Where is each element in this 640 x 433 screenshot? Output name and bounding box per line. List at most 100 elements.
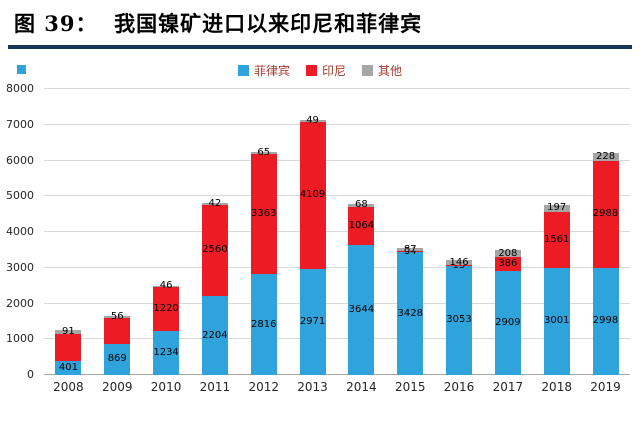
x-axis-label: 2009 (101, 380, 133, 394)
bars: 401 91 869 56 1234 1220 46 2204 2560 42 2816 3363 65… (44, 89, 630, 375)
legend-item-印尼: 印尼 (305, 62, 346, 79)
bar-value-label: 2816 (251, 318, 277, 330)
bar-value-label: 197 (547, 202, 567, 214)
bar-segment-印尼 (397, 251, 424, 253)
y-axis-label: 5000 (6, 189, 34, 203)
bar-segment-印尼 (153, 287, 180, 331)
bar-value-label: 146 (449, 256, 469, 268)
legend-swatch-icon (362, 64, 373, 76)
y-axis-label: 2000 (6, 296, 34, 310)
bar-segment-其他 (543, 204, 570, 212)
bar-value-label: 869 (107, 353, 127, 365)
legend-item-其他: 其他 (362, 62, 402, 79)
bar-segment-其他 (494, 249, 521, 258)
legend-label: 菲律宾 (253, 63, 290, 78)
bar-value-label: 1234 (153, 346, 179, 358)
bar-value-label: 34 (403, 245, 417, 257)
bar-value-label: 42 (208, 197, 222, 209)
bar-value-label: 65 (257, 146, 271, 158)
bar-value-label: 56 (110, 310, 124, 322)
x-axis-label: 2015 (394, 380, 426, 394)
gridline (44, 231, 630, 232)
y-axis-label: 4000 (6, 225, 34, 238)
bar-segment-其他 (397, 248, 424, 252)
bar-segment-菲律宾 (201, 296, 228, 375)
x-axis-label: 2014 (346, 380, 377, 394)
gridline (44, 123, 630, 125)
bar-segment-印尼 (250, 154, 277, 275)
x-axis-label: 2013 (297, 380, 328, 394)
bar-value-label: 2988 (592, 208, 619, 220)
x-axis-label: 2008 (53, 380, 84, 394)
bar-slot-2019: 2998 2988 228 (581, 89, 630, 375)
bar-segment-菲律宾 (397, 252, 424, 375)
gridline (44, 195, 630, 197)
bar-segment-其他 (250, 151, 277, 155)
bar-segment-菲律宾 (592, 267, 619, 375)
bar-segment-其他 (446, 260, 473, 266)
plot-area: 401 91 869 56 1234 1220 46 2204 2560 42 2816 3363 65… (44, 88, 630, 375)
x-axis-label: 2016 (443, 380, 475, 394)
bar-segment-菲律宾 (250, 274, 277, 375)
bar-segment-印尼 (348, 206, 375, 245)
gridlines (44, 88, 630, 375)
bar-segment-其他 (348, 204, 375, 207)
bar-segment-菲律宾 (494, 271, 521, 375)
bar-segment-其他 (299, 120, 326, 122)
bar-segment-菲律宾 (299, 268, 326, 375)
bar-value-label: 2909 (495, 317, 521, 329)
bar-value-label: 2560 (202, 244, 228, 256)
bar-segment-印尼 (55, 333, 82, 361)
bar-value-label: 87 (403, 243, 417, 255)
legend-item-菲律宾: 菲律宾 (237, 62, 290, 79)
bar-slot-2013: 2971 4109 49 (288, 89, 337, 375)
gridline (44, 302, 630, 304)
bar-segment-印尼 (446, 265, 473, 266)
x-axis-label: 2012 (248, 380, 279, 394)
legend-swatch-icon (237, 64, 249, 76)
bar-segment-其他 (592, 152, 619, 162)
bar-segment-印尼 (104, 317, 131, 344)
y-axis-label: 6000 (6, 153, 34, 167)
bar-segment-菲律宾 (104, 343, 131, 375)
bar-value-label: 2204 (202, 329, 228, 341)
bar-value-label: 2971 (299, 315, 326, 327)
plot-region: 0 1000 2000 3000 4000 5000 6000 7000 8000 401 91 8… (0, 82, 630, 381)
bar-value-label: 1561 (543, 233, 570, 245)
y-axis: 0 1000 2000 3000 4000 5000 6000 7000 8000 (0, 82, 40, 381)
bar-value-label: 3001 (543, 315, 570, 327)
bar-value-label: 1220 (153, 303, 179, 315)
x-axis-label: 2018 (541, 380, 572, 394)
title-underline (8, 45, 632, 49)
gridline (44, 88, 630, 89)
bar-value-label: 1064 (348, 219, 375, 231)
bar-value-label: 208 (498, 247, 518, 259)
bar-segment-印尼 (494, 257, 521, 272)
bar-segment-其他 (104, 315, 131, 318)
bar-segment-其他 (201, 203, 228, 205)
x-axis: 2008 2009 2010 2011 2012 2013 2014 2015 2016 2017… (0, 380, 630, 394)
bar-segment-印尼 (592, 161, 619, 268)
bar-value-label: 3428 (397, 307, 423, 319)
bar-segment-菲律宾 (543, 267, 570, 375)
y-axis-label: 8000 (6, 82, 34, 95)
bar-slot-2012: 2816 3363 65 (239, 89, 288, 375)
bar-segment-菲律宾 (153, 330, 180, 375)
bar-slot-2018: 3001 1561 197 (532, 89, 581, 375)
y-axis-label: 7000 (6, 117, 34, 131)
bar-slot-2010: 1234 1220 46 (142, 89, 191, 375)
bar-slot-2014: 3644 1064 68 (337, 89, 386, 375)
bar-segment-其他 (153, 285, 180, 288)
bar-slot-2009: 869 56 (93, 89, 142, 375)
bar-slot-2017: 2909 386 208 (483, 89, 532, 375)
chart-legend: 菲律宾 印尼 其他 (0, 61, 640, 79)
gridline (44, 338, 630, 340)
bar-slot-2015: 3428 34 87 (386, 89, 435, 375)
bar-value-label: 46 (159, 280, 173, 292)
gridline (44, 374, 630, 375)
x-axis-label: 2019 (590, 380, 621, 394)
bar-segment-菲律宾 (446, 265, 473, 375)
y-axis-label: 0 (27, 368, 34, 381)
legend-swatch-icon (305, 64, 317, 76)
bar-value-label: 91 (62, 325, 75, 337)
